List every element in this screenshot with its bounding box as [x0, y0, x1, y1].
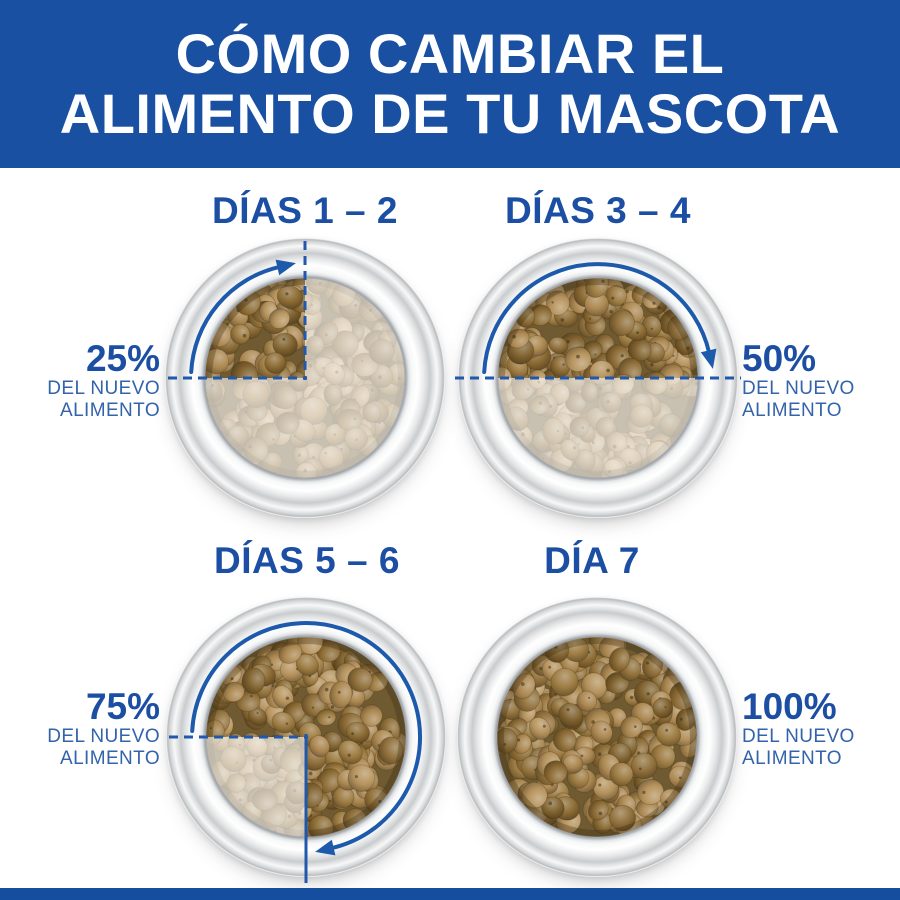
- header-title-line-1: CÓMO CAMBIAR EL: [175, 22, 725, 85]
- panel-title: DÍAS 5 – 6: [214, 540, 400, 581]
- percentage-sublabel-line-2: ALIMENTO: [60, 748, 160, 769]
- percentage-label: 75% DEL NUEVO ALIMENTO: [47, 688, 160, 770]
- percentage-value: 75%: [85, 686, 160, 727]
- percentage-sublabel-line-1: DEL NUEVO: [47, 726, 160, 747]
- footer-bar: [0, 888, 900, 900]
- panel-title: DÍAS 3 – 4: [505, 190, 691, 231]
- bowl-rim: [166, 597, 446, 877]
- panel-title: DÍAS 1 – 2: [212, 190, 398, 231]
- food-bowl: [165, 238, 445, 518]
- header-banner: CÓMO CAMBIAR EL ALIMENTO DE TU MASCOTA: [0, 0, 900, 168]
- percentage-sublabel-line-1: DEL NUEVO: [47, 378, 160, 399]
- percentage-label: 100% DEL NUEVO ALIMENTO: [742, 688, 855, 770]
- percentage-value: 100%: [742, 686, 837, 727]
- percentage-value: 50%: [742, 338, 817, 379]
- bowl-rim: [457, 597, 737, 877]
- food-bowl: [166, 597, 446, 877]
- bowl-rim: [165, 238, 445, 518]
- percentage-sublabel-line-2: ALIMENTO: [60, 400, 160, 421]
- percentage-label: 25% DEL NUEVO ALIMENTO: [47, 340, 160, 422]
- food-bowl: [458, 238, 738, 518]
- bowl-rim: [458, 238, 738, 518]
- percentage-value: 25%: [85, 338, 160, 379]
- percentage-label: 50% DEL NUEVO ALIMENTO: [742, 340, 855, 422]
- percentage-sublabel-line-1: DEL NUEVO: [742, 378, 855, 399]
- header-title-line-2: ALIMENTO DE TU MASCOTA: [59, 82, 841, 145]
- food-bowl: [457, 597, 737, 877]
- panel-title: DÍA 7: [544, 540, 640, 581]
- percentage-sublabel-line-2: ALIMENTO: [742, 748, 842, 769]
- percentage-sublabel-line-2: ALIMENTO: [742, 400, 842, 421]
- percentage-sublabel-line-1: DEL NUEVO: [742, 726, 855, 747]
